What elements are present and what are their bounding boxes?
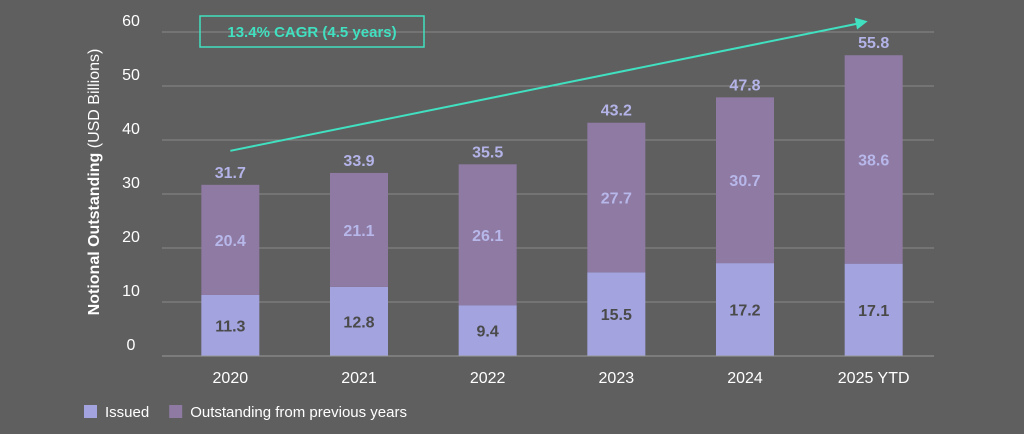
x-tick-label: 2021 xyxy=(341,370,377,387)
bar-issued xyxy=(844,263,903,356)
bar-issued xyxy=(201,294,260,356)
bar-issued xyxy=(716,263,774,356)
y-tick-label: 20 xyxy=(122,229,140,246)
y-axis-ticks: 0 10 20 30 40 50 60 xyxy=(122,13,140,354)
legend-label: Issued xyxy=(105,404,149,421)
bar-issued xyxy=(587,272,646,356)
legend-label: Outstanding from previous years xyxy=(190,404,407,421)
cagr-label: 13.4% CAGR (4.5 years) xyxy=(227,24,396,41)
total-value-label: 55.8 xyxy=(858,35,889,52)
bar-outstanding xyxy=(458,164,517,306)
x-axis-ticks: 2020 2021 2022 2023 2024 2025 YTD xyxy=(213,370,910,387)
cagr-arrow xyxy=(230,22,858,152)
y-axis-label-bold: Notional Outstanding xyxy=(86,153,103,316)
outstanding-value-label: 38.6 xyxy=(858,152,889,169)
bar-issued xyxy=(330,286,388,356)
cagr-annotation: 13.4% CAGR (4.5 years) xyxy=(199,15,868,152)
legend-swatch xyxy=(169,405,183,418)
legend-swatch xyxy=(84,405,97,418)
gridlines xyxy=(162,31,934,303)
issued-value-label: 17.1 xyxy=(858,303,889,320)
y-tick-label: 40 xyxy=(122,121,140,138)
x-tick-label: 2022 xyxy=(470,370,506,387)
total-value-label: 31.7 xyxy=(215,165,246,182)
total-value-label: 47.8 xyxy=(729,77,760,94)
total-value-label: 43.2 xyxy=(601,103,632,120)
issued-value-label: 9.4 xyxy=(477,324,499,341)
outstanding-value-label: 30.7 xyxy=(729,173,760,190)
bar-issued xyxy=(458,305,517,356)
x-tick-label: 2020 xyxy=(213,370,249,387)
total-value-label: 35.5 xyxy=(472,144,503,161)
y-tick-label: 60 xyxy=(122,13,140,30)
y-tick-label: 10 xyxy=(122,283,140,300)
issued-value-label: 11.3 xyxy=(215,318,245,335)
bars: 11.3 20.4 31.7 12.8 21.1 33.9 9.4 26.1 35.5 15.5 2… xyxy=(201,35,903,356)
x-tick-label: 2023 xyxy=(599,370,635,387)
issued-value-label: 15.5 xyxy=(601,307,632,324)
x-tick-label: 2025 YTD xyxy=(838,370,910,387)
outstanding-value-label: 21.1 xyxy=(343,223,374,240)
y-tick-label: 30 xyxy=(122,175,140,192)
total-value-label: 33.9 xyxy=(343,153,374,170)
bar-outstanding xyxy=(716,97,774,264)
bar-outstanding xyxy=(330,172,388,287)
issued-value-label: 17.2 xyxy=(729,303,760,320)
cagr-arrow-head xyxy=(854,17,868,30)
legend: Issued Outstanding from previous years xyxy=(84,404,407,421)
bar-outstanding xyxy=(587,122,646,273)
outstanding-value-label: 26.1 xyxy=(472,228,503,245)
bar-outstanding xyxy=(844,55,903,264)
issued-value-label: 12.8 xyxy=(343,314,374,331)
y-axis-label: Notional Outstanding (USD Billions) xyxy=(86,49,103,316)
bar-outstanding xyxy=(201,184,260,295)
outstanding-value-label: 27.7 xyxy=(601,191,632,208)
y-tick-label: 50 xyxy=(122,67,140,84)
x-tick-label: 2024 xyxy=(727,370,763,387)
y-tick-label: 0 xyxy=(127,337,136,354)
outstanding-value-label: 20.4 xyxy=(215,233,246,250)
y-axis-label-unit: (USD Billions) xyxy=(86,49,103,153)
cagr-box xyxy=(199,15,425,48)
